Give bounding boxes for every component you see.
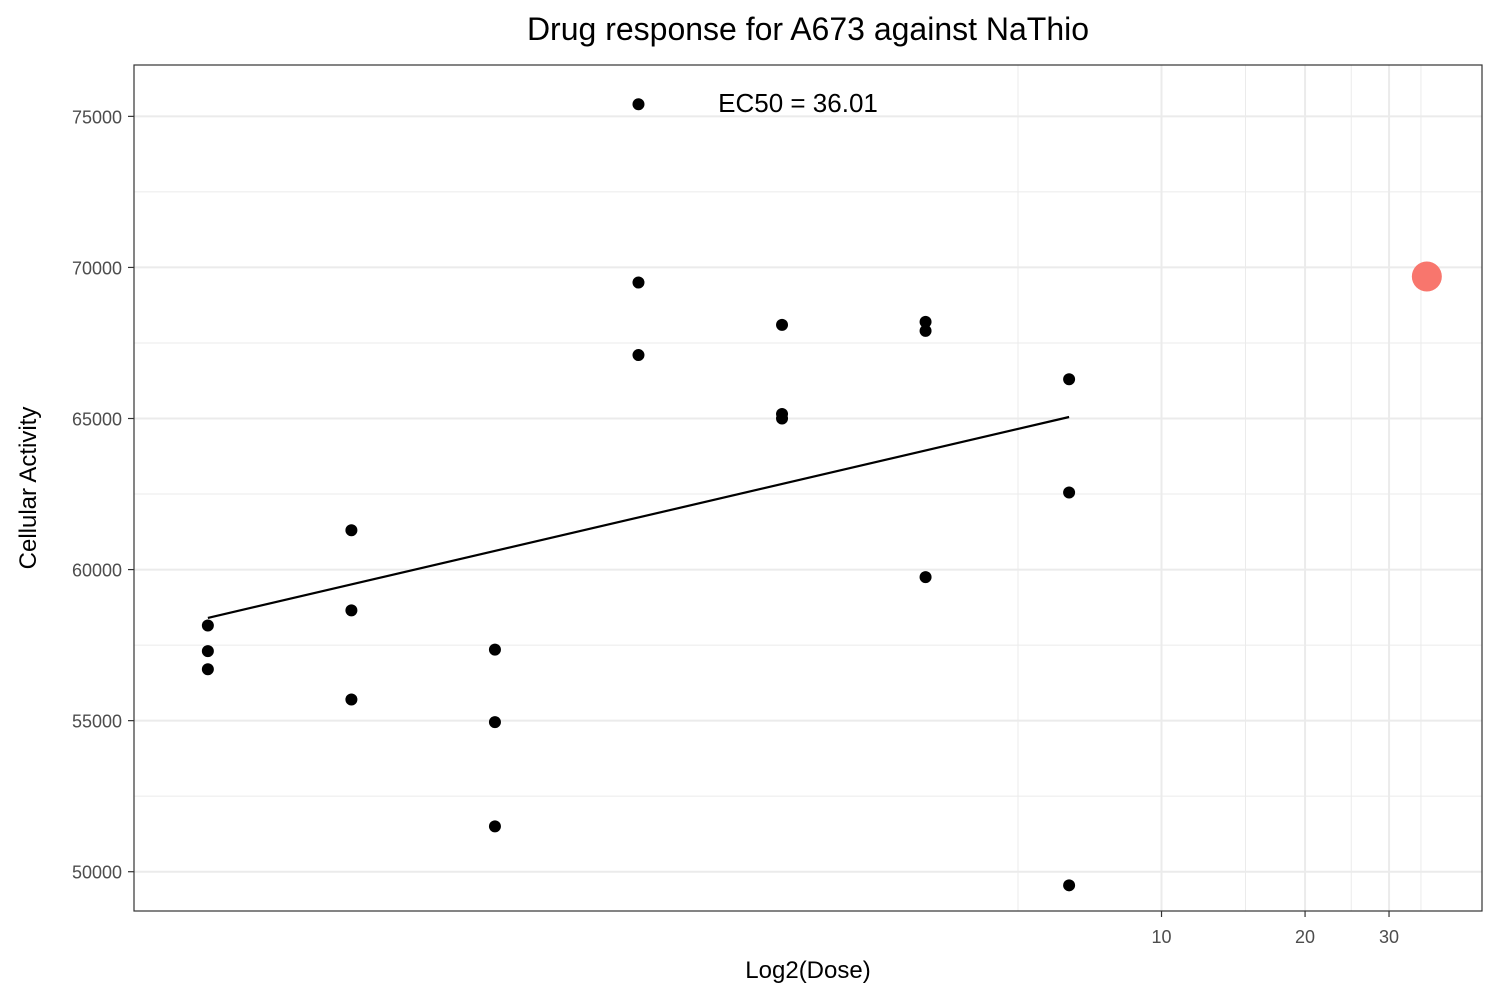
data-point [488, 716, 501, 729]
y-tick-label: 55000 [72, 712, 122, 732]
y-tick-label: 65000 [72, 410, 122, 430]
x-tick-label: 20 [1295, 927, 1315, 947]
data-point [201, 645, 214, 658]
data-point [632, 349, 645, 362]
data-point [488, 643, 501, 656]
data-point [1063, 879, 1076, 892]
data-point [201, 663, 214, 676]
data-point [632, 98, 645, 111]
data-point [201, 619, 214, 632]
y-tick-label: 60000 [72, 561, 122, 581]
x-axis-title: Log2(Dose) [745, 957, 870, 984]
ec50-point [1411, 261, 1442, 292]
data-point [919, 324, 932, 337]
x-tick-label: 30 [1379, 927, 1399, 947]
data-point [776, 318, 789, 331]
data-point [345, 524, 358, 537]
fit-line-layer [207, 415, 1070, 619]
data-point [345, 693, 358, 706]
y-tick-label: 75000 [72, 107, 122, 127]
data-point [1063, 373, 1076, 386]
data-point [1063, 486, 1076, 499]
grid-lines [134, 65, 1482, 911]
data-point [632, 276, 645, 289]
plot-panel-border [133, 64, 1483, 912]
data-point [488, 820, 501, 833]
data-point [919, 571, 932, 584]
data-point [776, 412, 789, 425]
y-tick-label: 70000 [72, 258, 122, 278]
ec50-layer [1411, 261, 1442, 292]
y-axis-title: Cellular Activity [15, 407, 42, 570]
ec50-annotation: EC50 = 36.01 [718, 88, 878, 118]
chart-title: Drug response for A673 against NaThio [527, 11, 1089, 47]
points-layer [201, 98, 1076, 892]
y-tick-label: 50000 [72, 863, 122, 883]
x-tick-label: 10 [1152, 927, 1172, 947]
data-point [919, 315, 932, 328]
fit-line [207, 415, 1070, 619]
axis-ticks: 50000 55000 60000 65000 70000 75000 10 20 30 [72, 107, 1399, 947]
data-point [345, 604, 358, 617]
